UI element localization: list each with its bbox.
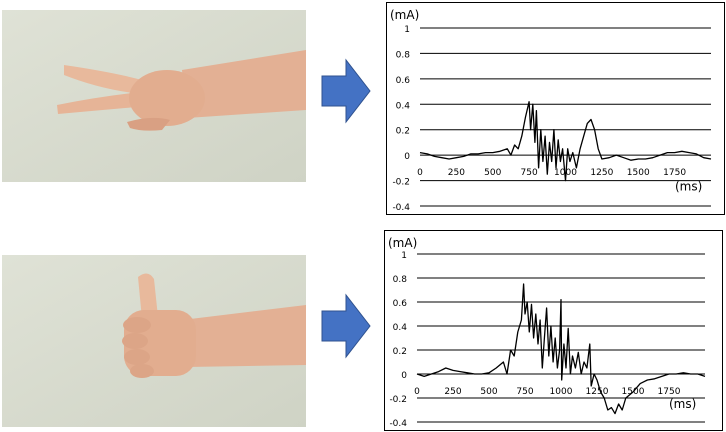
x-tick-label: 0 <box>414 387 420 397</box>
y-tick-label: -0.4 <box>392 203 410 213</box>
y-tick-label: 0.2 <box>396 127 410 137</box>
y-tick-label: -0.2 <box>392 178 410 188</box>
x-tick-label: 500 <box>480 387 497 397</box>
y-tick-label: 0.2 <box>393 347 407 357</box>
x-tick-label: 1500 <box>627 168 650 178</box>
x-tick-label: 1750 <box>658 387 681 397</box>
y-tick-label: -0.2 <box>389 395 407 405</box>
y-axis-label: (mA) <box>388 236 417 250</box>
x-tick-label: 250 <box>444 387 461 397</box>
x-tick-label: 1250 <box>586 387 609 397</box>
current-chart-peace-sign: 10.80.60.40.20-0.2-0.40 250 500 750 1000 1250… <box>386 2 725 215</box>
y-tick-label: 0.4 <box>393 323 408 333</box>
x-tick-label: 500 <box>484 168 501 178</box>
y-tick-label: 1 <box>401 251 407 261</box>
y-tick-label: 0.8 <box>393 275 408 285</box>
arrow-right-icon <box>321 293 371 359</box>
y-tick-label: 1 <box>404 25 410 35</box>
x-tick-label: 1750 <box>663 168 686 178</box>
x-axis-label: (ms) <box>675 180 702 194</box>
x-tick-label: 1000 <box>550 387 573 397</box>
y-tick-label: 0 <box>401 371 407 381</box>
x-tick-label: 250 <box>448 168 465 178</box>
y-tick-label: 0.6 <box>396 76 411 86</box>
thumbs-up-hand-photo <box>2 255 306 427</box>
arrow-right-icon <box>321 58 371 124</box>
y-tick-label: 0.8 <box>396 50 411 60</box>
current-series-line <box>419 101 712 182</box>
x-tick-label: 750 <box>521 168 538 178</box>
x-axis-label: (ms) <box>669 397 696 411</box>
x-tick-label: 750 <box>516 387 533 397</box>
x-tick-label: 1250 <box>590 168 613 178</box>
current-chart-thumbs-up: 1 0.8 0.6 0.4 0.2 0 -0.2 -0.4 0 250 500 750 1000 1250… <box>384 230 723 431</box>
current-series-line <box>416 283 706 415</box>
peace-sign-hand-photo <box>2 10 306 182</box>
x-tick-label: 0 <box>417 168 423 178</box>
y-tick-label: 0.6 <box>393 299 408 309</box>
y-tick-label: 0.4 <box>396 101 411 111</box>
y-tick-label: -0.4 <box>389 419 407 429</box>
y-axis-label: (mA) <box>390 8 419 22</box>
y-tick-label: 0 <box>404 152 410 162</box>
